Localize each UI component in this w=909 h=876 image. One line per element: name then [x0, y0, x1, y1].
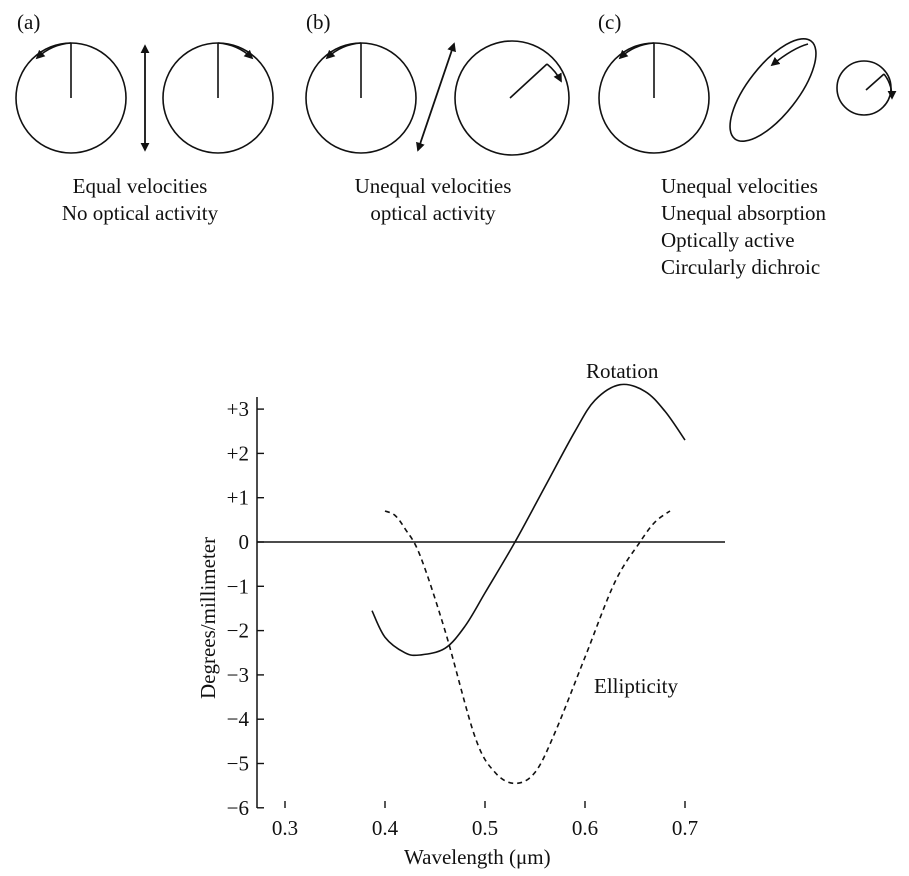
- y-tick-label: 0: [239, 530, 250, 554]
- panel-b-diagram: [305, 40, 570, 156]
- y-tick-label: −6: [227, 796, 249, 820]
- y-tick-label: −5: [227, 752, 249, 776]
- x-tick-label: 0.4: [372, 816, 399, 840]
- panel-a-caption-line: Equal velocities: [72, 174, 208, 198]
- panel-c-caption-line: Unequal absorption: [661, 201, 827, 225]
- y-tick-label: +2: [227, 441, 249, 465]
- x-tick-label: 0.3: [272, 816, 298, 840]
- x-tick-label: 0.6: [572, 816, 598, 840]
- y-tick-label: −4: [227, 707, 250, 731]
- chart-series: [371, 383, 686, 785]
- panel-b-label: (b): [306, 10, 331, 34]
- panel-a-caption: Equal velocities No optical activity: [40, 173, 240, 227]
- chart-axes: [256, 397, 725, 808]
- panel-b-left-rotation-arrow: [325, 42, 362, 60]
- panel-b-caption-line: Unequal velocities: [354, 174, 512, 198]
- rotation-series-label: Rotation: [586, 359, 659, 383]
- ellipticity-curve: [384, 510, 671, 785]
- panel-c-caption-line: Optically active: [661, 228, 795, 252]
- panel-a-label: (a): [17, 10, 41, 34]
- y-tick-label: −1: [227, 574, 249, 598]
- panel-a-right-rotation-arrow: [217, 42, 254, 60]
- panel-b-right-vector: [509, 63, 548, 99]
- panel-a-caption-line: No optical activity: [61, 201, 219, 225]
- panel-b-double-arrow: [416, 42, 456, 152]
- panel-b-right-rotation-arrow: [546, 63, 562, 83]
- x-tick-label: 0.7: [672, 816, 698, 840]
- panel-a-left-rotation-arrow: [35, 42, 72, 60]
- y-axis-label: Degrees/millimeter: [196, 536, 220, 699]
- y-tick-label: +1: [227, 486, 249, 510]
- ellipticity-series-label: Ellipticity: [594, 674, 678, 698]
- panel-b-caption: Unequal velocities optical activity: [333, 173, 533, 227]
- y-tick-label: +3: [227, 397, 249, 421]
- panel-c-caption-line: Circularly dichroic: [661, 255, 821, 279]
- x-tick-label: 0.5: [472, 816, 498, 840]
- rotation-curve: [371, 383, 686, 657]
- panel-c-small-vector: [865, 73, 885, 91]
- panel-b-caption-line: optical activity: [370, 201, 496, 225]
- x-axis-label: Wavelength (μm): [404, 845, 551, 869]
- panel-c-ellipse-rotation-arrow: [770, 43, 809, 67]
- panel-c-ellipse: [729, 37, 817, 143]
- panel-c-small-circle: [836, 60, 892, 116]
- panel-a-diagram: [15, 42, 274, 154]
- panel-c-diagram: [598, 37, 897, 154]
- panel-c-label: (c): [598, 10, 622, 34]
- chart-ticks: +3 +2 +1 0 −1 −2 −3 −4 −5 −6 0.3 0.4 0.5 0.6 0.7: [227, 397, 698, 840]
- panel-c-caption: Unequal velocities Unequal absorption Op…: [661, 173, 891, 281]
- panel-c-left-rotation-arrow: [618, 42, 655, 60]
- panel-b-right-circle: [454, 40, 570, 156]
- chart-plot: +3 +2 +1 0 −1 −2 −3 −4 −5 −6 0.3 0.4 0.5 0.6 0.7: [227, 383, 725, 840]
- panel-c-caption-line: Unequal velocities: [661, 174, 818, 198]
- y-tick-label: −3: [227, 663, 249, 687]
- y-tick-label: −2: [227, 619, 249, 643]
- panel-c-small-rotation-arrow: [883, 73, 897, 100]
